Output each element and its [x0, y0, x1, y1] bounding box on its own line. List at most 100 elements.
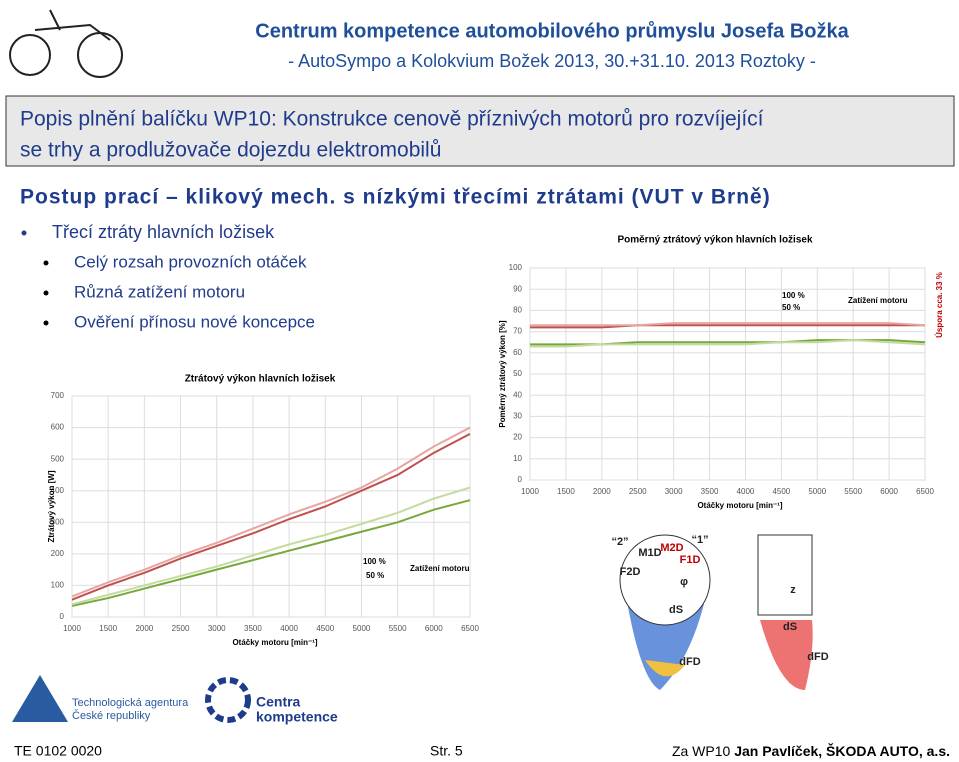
- y-tick-label: 50: [513, 369, 522, 378]
- bullet: [43, 290, 49, 296]
- banner-line: se trhy a prodlužovače dojezdu elektromo…: [20, 139, 441, 162]
- footer-right: Za WP10 Jan Pavlíček, ŠKODA AUTO, a.s.: [672, 742, 950, 759]
- banner-box: [5, 95, 955, 167]
- diagram-label: z: [790, 584, 796, 596]
- x-tick-label: 4000: [737, 487, 755, 496]
- x-tick-label: 2500: [172, 624, 190, 633]
- x-tick-label: 6000: [425, 624, 443, 633]
- x-tick-label: 3000: [665, 487, 683, 496]
- annotation: Zatížení motoru: [410, 564, 470, 573]
- y-tick-label: 0: [518, 475, 523, 484]
- diagram-label: “1”: [691, 534, 708, 546]
- diagram-label: dS: [783, 621, 797, 633]
- x-tick-label: 2000: [593, 487, 611, 496]
- y-tick-label: 300: [51, 517, 65, 526]
- diagram-label: dFD: [679, 656, 700, 668]
- plot-area: [71, 395, 471, 618]
- header-logo: [9, 9, 123, 78]
- footer-author: Jan Pavlíček, ŠKODA AUTO, a.s.: [734, 742, 950, 759]
- y-tick-label: 200: [51, 549, 65, 558]
- diagram-label: dFD: [807, 651, 828, 663]
- series-line: [530, 324, 925, 329]
- y-tick-label: 600: [51, 423, 65, 432]
- banner-line: Popis plnění balíčku WP10: Konstrukce ce…: [20, 108, 764, 131]
- x-tick-label: 6000: [880, 487, 898, 496]
- annotation: 50 %: [782, 303, 800, 312]
- bullet-text: Ověření přínosu nové koncepce: [74, 312, 315, 331]
- series-line: [71, 486, 471, 606]
- series-line: [530, 339, 926, 348]
- y-tick-label: 20: [513, 433, 522, 442]
- x-tick-label: 1000: [521, 487, 539, 496]
- y-tick-label: 100: [509, 263, 523, 272]
- series-line: [530, 322, 926, 327]
- logo-text: Technologická agentura: [72, 697, 189, 709]
- series-line: [71, 433, 471, 601]
- header-title: Centrum kompetence automobilového průmys…: [255, 20, 849, 42]
- heading: Postup prací – klikový mech. s nízkými t…: [20, 186, 771, 209]
- diagram-label: M1D: [638, 547, 661, 559]
- y-tick-label: 700: [51, 391, 65, 400]
- footer-prefix: Za WP10: [672, 743, 731, 759]
- y-tick-label: 0: [60, 612, 65, 621]
- y-tick-label: 100: [51, 581, 65, 590]
- bullet: [21, 230, 27, 236]
- annotation: Úspora cca. 33 %: [935, 272, 944, 338]
- footer-left: TE 0102 0020: [14, 743, 102, 759]
- x-axis-label: Otáčky motoru [min⁻¹]: [697, 501, 782, 510]
- annotation: 100 %: [363, 557, 386, 566]
- footer-center: Str. 5: [430, 743, 463, 759]
- chart-title: Poměrný ztrátový výkon hlavních ložisek: [617, 235, 813, 246]
- x-tick-label: 1500: [557, 487, 575, 496]
- y-tick-label: 500: [51, 454, 65, 463]
- x-tick-label: 3500: [701, 487, 719, 496]
- x-tick-label: 4500: [316, 624, 334, 633]
- logo-marks: [12, 675, 251, 723]
- bullet-text: Třecí ztráty hlavních ložisek: [52, 222, 275, 242]
- x-tick-label: 3500: [244, 624, 262, 633]
- diagram-label: φ: [680, 576, 688, 588]
- series-line: [71, 426, 471, 598]
- annotation: 100 %: [782, 291, 805, 300]
- diagram-label: “2”: [611, 536, 628, 548]
- diagram-label: M2D: [660, 542, 683, 554]
- y-axis-label: Poměrný ztrátový výkon [%]: [498, 320, 507, 427]
- x-tick-label: 1000: [63, 624, 81, 633]
- y-tick-label: 30: [513, 412, 522, 421]
- annotation: Zatížení motoru: [848, 296, 908, 305]
- diagram-label: F1D: [680, 554, 701, 566]
- annotation: 50 %: [366, 571, 384, 580]
- x-tick-label: 2500: [629, 487, 647, 496]
- bearing-diagram: [619, 534, 813, 690]
- y-tick-label: 400: [51, 486, 65, 495]
- y-axis-label: Ztrátový výkon [W]: [47, 470, 56, 542]
- x-tick-label: 5000: [353, 624, 371, 633]
- x-tick-label: 4000: [280, 624, 298, 633]
- y-tick-label: 90: [513, 284, 522, 293]
- diagram-label: F2D: [620, 566, 641, 578]
- x-tick-label: 6500: [461, 624, 479, 633]
- x-tick-label: 5500: [389, 624, 407, 633]
- chart-title: Ztrátový výkon hlavních ložisek: [185, 374, 336, 385]
- logo-text: kompetence: [256, 709, 338, 725]
- x-tick-label: 5000: [808, 487, 826, 496]
- y-tick-label: 80: [513, 306, 522, 315]
- bullet: [43, 320, 49, 326]
- bullet-text: Celý rozsah provozních otáček: [74, 252, 307, 271]
- bullet: [43, 260, 49, 266]
- x-tick-label: 6500: [916, 487, 934, 496]
- logo-text: Centra: [256, 694, 301, 710]
- y-tick-label: 40: [513, 390, 522, 399]
- diagram-label: dS: [669, 604, 683, 616]
- x-axis-label: Otáčky motoru [min⁻¹]: [232, 638, 317, 647]
- series-line: [71, 499, 471, 607]
- x-tick-label: 4500: [772, 487, 790, 496]
- x-tick-label: 1500: [99, 624, 117, 633]
- x-tick-label: 3000: [208, 624, 226, 633]
- header-subtitle: - AutoSympo a Kolokvium Božek 2013, 30.+…: [288, 51, 816, 71]
- y-tick-label: 60: [513, 348, 522, 357]
- bullet-text: Různá zatížení motoru: [74, 282, 245, 301]
- y-tick-label: 10: [513, 454, 522, 463]
- x-tick-label: 2000: [135, 624, 153, 633]
